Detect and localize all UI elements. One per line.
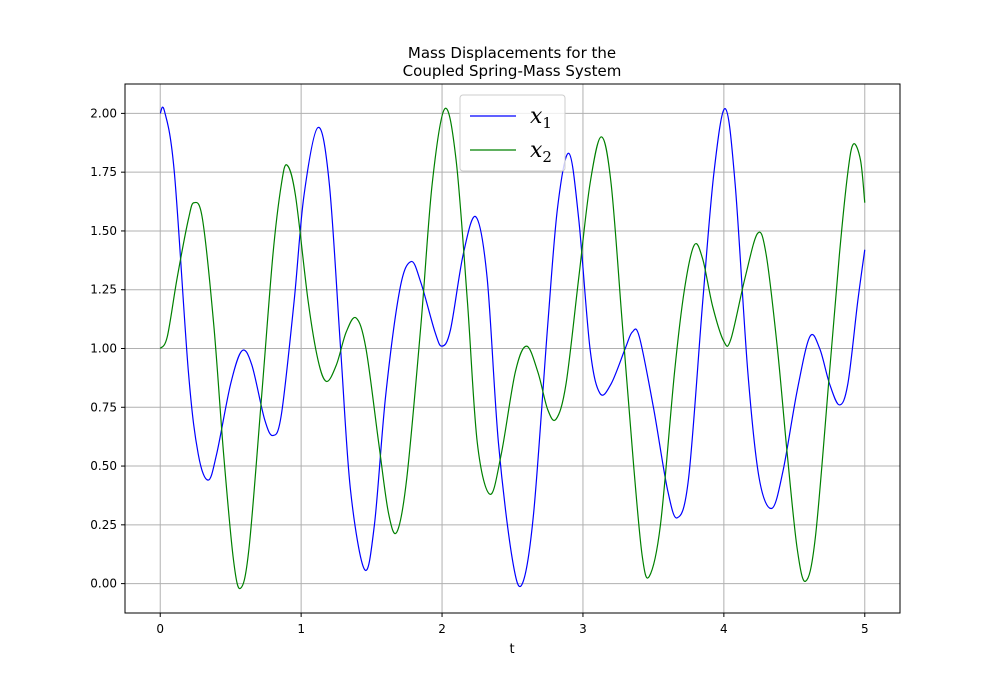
x-tick-label: 0 [156, 622, 164, 636]
x-tick-label: 1 [297, 622, 305, 636]
y-tick-label: 0.75 [90, 400, 117, 414]
y-tick-label: 0.00 [90, 577, 117, 591]
chart-title-line-2: Coupled Spring-Mass System [403, 62, 622, 80]
legend-entry-x2-subscript: 2 [542, 148, 552, 166]
y-tick-label: 0.25 [90, 518, 117, 532]
legend-entry-x1: x1 [530, 104, 552, 132]
y-tick-label: 1.25 [90, 283, 117, 297]
grid [125, 84, 900, 613]
series-layer [159, 106, 866, 590]
y-tick-label: 1.75 [90, 165, 117, 179]
ticks: 0 1 2 3 4 5 0.00 0.25 0.50 0.75 1.00 1.25 1.50 1.75 2.… [90, 106, 868, 636]
legend-entry-x2-name: x [530, 138, 543, 163]
y-tick-label: 0.50 [90, 459, 117, 473]
legend-box [459, 94, 566, 172]
x-tick-label: 2 [438, 622, 446, 636]
x-axis-label: t [509, 642, 514, 657]
y-tick-label: 1.50 [90, 224, 117, 238]
y-tick-label: 1.00 [90, 342, 117, 356]
series-line-x1 [159, 106, 866, 588]
y-tick-label: 2.00 [90, 106, 117, 120]
legend: x1 x2 [459, 94, 566, 172]
x-tick-label: 4 [720, 622, 728, 636]
x-tick-label: 3 [579, 622, 587, 636]
legend-entry-x1-name: x [530, 104, 543, 129]
x-tick-label: 5 [861, 622, 869, 636]
legend-entry-x1-subscript: 1 [542, 114, 552, 132]
chart-title-line-1: Mass Displacements for the [408, 44, 616, 62]
series-line-x2 [159, 107, 866, 590]
legend-entry-x2: x2 [530, 138, 552, 166]
